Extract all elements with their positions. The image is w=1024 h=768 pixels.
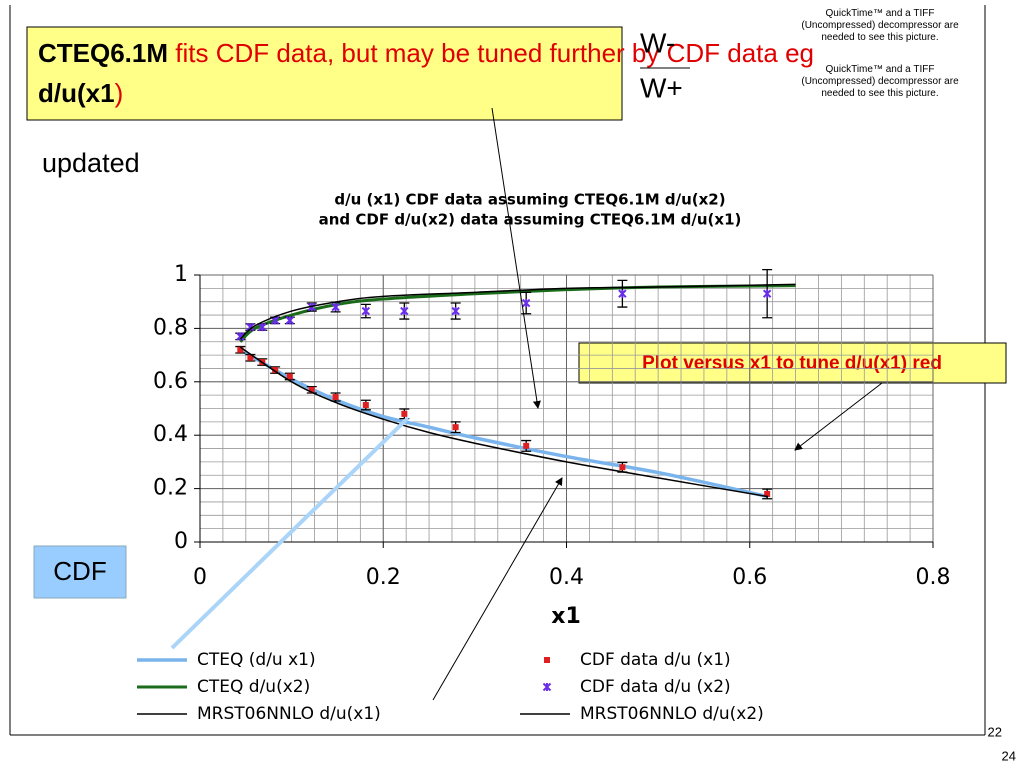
qt-note: QuickTime™ and a TIFF (Uncompressed) dec…	[801, 8, 959, 43]
arrow	[432, 477, 563, 701]
w-plus: W+	[640, 72, 683, 103]
data-point	[237, 346, 244, 353]
cdf-label: CDF	[53, 556, 106, 586]
page-number: 22	[988, 724, 1002, 739]
x-tick-label: 0	[193, 565, 207, 590]
headline-part: d/u(x1	[38, 78, 115, 108]
legend-label: MRST06NNLO d/u(x1)	[197, 704, 381, 724]
data-point	[272, 367, 279, 374]
qt-note-box: QuickTime™ and a TIFF (Uncompressed) dec…	[801, 64, 959, 99]
y-tick-label: 0	[174, 529, 188, 554]
headline-part: CTEQ6.1M	[38, 38, 168, 68]
pointer-line	[170, 416, 410, 650]
legend-label: CTEQ d/u(x2)	[197, 677, 310, 697]
data-point	[362, 402, 369, 409]
legend-label: CDF data d/u (x2)	[580, 677, 731, 697]
y-tick-label: 0.4	[153, 422, 188, 447]
series-line	[239, 346, 769, 498]
legend-swatch	[542, 682, 552, 692]
annotation-box	[578, 342, 1007, 384]
data-point	[247, 354, 254, 361]
cdf-box	[33, 545, 127, 599]
plot: 0 0.2 0.4 0.6 0.8 0 0.2 0.4 0.6 0.8 1 CTEQ (d/u x1)…	[137, 262, 951, 724]
x-axis-label: x1	[551, 604, 581, 629]
chart-title: d/u (x1) CDF data assuming CTEQ6.1M d/u(…	[334, 191, 725, 209]
x-tick-label: 0.8	[916, 565, 951, 590]
y-tick-label: 0.8	[153, 315, 188, 340]
data-point	[451, 306, 460, 316]
data-point	[762, 289, 772, 298]
data-point	[258, 322, 267, 332]
headline: CTEQ6.1M fits CDF data, but may be tuned…	[38, 38, 814, 68]
y-tick-label: 1	[174, 262, 188, 287]
updated-label: updated	[42, 148, 140, 178]
data-point	[307, 302, 316, 312]
data-point	[331, 302, 340, 312]
headline-box	[26, 26, 623, 121]
qt-note: QuickTime™ and a TIFF (Uncompressed) dec…	[801, 64, 959, 99]
legend-label: MRST06NNLO d/u(x2)	[580, 704, 764, 724]
data-point	[452, 424, 459, 431]
series-line	[239, 283, 796, 340]
data-point	[285, 316, 295, 325]
legend-label: CDF data d/u (x1)	[580, 650, 731, 670]
data-point	[401, 410, 408, 417]
arrow	[491, 107, 541, 409]
data-point	[619, 464, 626, 471]
x-tick-label: 0.6	[732, 565, 767, 590]
w-minus: W-	[640, 27, 675, 58]
data-point	[286, 373, 293, 380]
data-point	[361, 306, 371, 316]
data-point	[521, 298, 531, 308]
headline-part: fits CDF data, but may be tuned further …	[168, 38, 814, 68]
headline-part: )	[115, 78, 124, 108]
legend-swatch	[544, 657, 550, 663]
page-number: 24	[1002, 748, 1016, 763]
x-tick-label: 0.2	[366, 565, 401, 590]
arrow	[794, 382, 883, 451]
data-point	[308, 386, 315, 393]
data-point	[764, 490, 771, 497]
y-tick-label: 0.6	[153, 369, 188, 394]
annotation: Plot versus x1 to tune d/u(x1) red	[642, 353, 942, 374]
data-point	[618, 289, 627, 298]
legend-label: CTEQ (d/u x1)	[197, 650, 316, 670]
qt-note-box: QuickTime™ and a TIFF (Uncompressed) dec…	[801, 8, 959, 43]
headline-line2: d/u(x1)	[38, 78, 123, 108]
x-tick-label: 0.4	[549, 565, 584, 590]
arrows	[170, 107, 883, 701]
data-point	[332, 394, 339, 401]
data-point	[523, 442, 530, 449]
data-point	[400, 306, 409, 316]
chart-title: and CDF d/u(x2) data assuming CTEQ6.1M d…	[319, 211, 742, 229]
y-tick-label: 0.2	[153, 476, 188, 501]
series-line	[239, 284, 796, 343]
